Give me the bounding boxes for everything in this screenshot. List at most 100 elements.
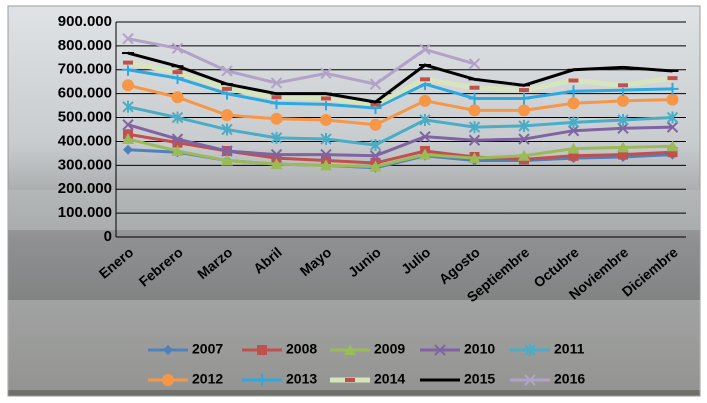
point xyxy=(468,121,481,134)
point xyxy=(568,150,579,161)
point xyxy=(666,111,679,124)
point xyxy=(567,124,580,137)
point xyxy=(221,65,233,77)
point xyxy=(270,158,283,170)
point xyxy=(369,78,382,90)
y-tick-label: 0 xyxy=(104,228,112,245)
legend-marker xyxy=(256,374,268,386)
y-tick-label: 700.000 xyxy=(58,61,112,78)
y-tick-label: 300.000 xyxy=(58,156,112,173)
point xyxy=(221,154,233,166)
point xyxy=(567,97,580,110)
point xyxy=(122,63,134,76)
point xyxy=(369,150,382,162)
point xyxy=(518,119,530,132)
point xyxy=(122,33,134,45)
series-line xyxy=(127,60,673,107)
point xyxy=(468,92,481,105)
point xyxy=(270,131,283,144)
point xyxy=(518,133,530,145)
point xyxy=(171,91,184,104)
point xyxy=(567,85,580,98)
point xyxy=(320,148,332,161)
series-line xyxy=(127,37,475,86)
point xyxy=(122,133,134,145)
point xyxy=(320,113,332,126)
point xyxy=(468,134,481,146)
point xyxy=(171,145,184,156)
point xyxy=(518,149,530,161)
legend-label: 2013 xyxy=(286,371,317,387)
point xyxy=(518,104,530,117)
point xyxy=(617,122,629,135)
point xyxy=(617,94,629,107)
point xyxy=(271,95,282,100)
y-tick-label: 400.000 xyxy=(58,132,112,149)
point xyxy=(567,142,580,154)
legend-label: 2011 xyxy=(554,341,585,357)
point xyxy=(122,79,134,92)
legend-marker xyxy=(344,344,356,355)
point xyxy=(519,88,529,93)
point xyxy=(270,148,283,161)
point xyxy=(369,118,382,131)
y-tick-label: 100.000 xyxy=(58,204,112,221)
point xyxy=(221,145,233,157)
point xyxy=(618,83,628,88)
y-tick-label: 900.000 xyxy=(58,13,112,30)
point xyxy=(666,140,679,152)
y-tick-label: 200.000 xyxy=(58,180,112,197)
point xyxy=(419,43,431,56)
y-tick-label: 600.000 xyxy=(58,85,112,102)
point xyxy=(469,85,480,90)
point xyxy=(221,109,233,122)
point xyxy=(171,111,184,124)
series-line xyxy=(127,68,673,110)
point xyxy=(320,159,332,171)
point xyxy=(122,119,134,131)
walkway xyxy=(8,190,700,230)
y-tick-label: 500.000 xyxy=(58,109,112,126)
point xyxy=(122,100,134,113)
point xyxy=(567,116,580,129)
point xyxy=(321,96,331,101)
y-tick-label: 800.000 xyxy=(58,37,112,54)
legend-marker xyxy=(257,345,267,355)
point xyxy=(419,130,431,143)
point xyxy=(320,67,332,80)
point xyxy=(667,76,678,81)
legend-label: 2007 xyxy=(192,341,223,357)
legend-marker xyxy=(163,345,173,355)
point xyxy=(419,113,431,126)
point xyxy=(419,94,431,107)
point xyxy=(468,152,481,164)
point xyxy=(123,60,133,65)
legend-marker xyxy=(345,378,355,382)
series-line xyxy=(127,83,673,127)
point xyxy=(172,137,183,148)
point xyxy=(320,133,332,146)
point xyxy=(270,77,283,89)
point xyxy=(171,133,184,145)
point xyxy=(468,104,481,117)
legend-label: 2009 xyxy=(374,341,405,357)
legend-label: 2012 xyxy=(192,371,223,387)
legend-marker xyxy=(524,344,536,356)
point xyxy=(369,160,382,172)
series-line xyxy=(127,123,673,158)
point xyxy=(618,149,628,160)
point xyxy=(123,144,133,155)
legend-marker xyxy=(162,374,174,386)
point xyxy=(270,112,283,125)
point xyxy=(370,102,381,107)
point xyxy=(666,121,679,133)
point xyxy=(172,70,183,75)
legend-label: 2016 xyxy=(554,371,585,387)
point xyxy=(518,92,530,105)
point xyxy=(568,78,579,83)
legend-label: 2010 xyxy=(464,341,495,357)
series-line xyxy=(127,137,673,169)
point xyxy=(617,113,629,126)
point xyxy=(666,93,679,106)
